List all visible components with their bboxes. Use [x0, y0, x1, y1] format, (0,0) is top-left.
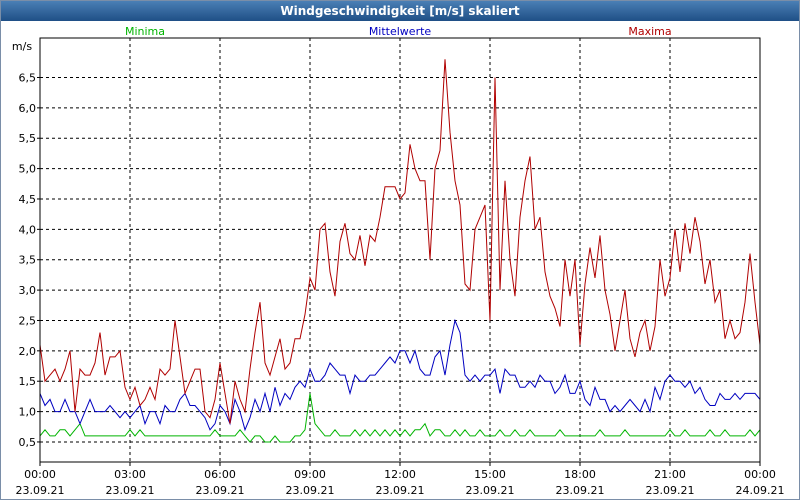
x-tick-label: 06:00 23.09.21 [196, 468, 245, 497]
title-bar [1, 1, 799, 21]
series-line [39, 393, 761, 443]
y-tick-label: 4,0 [19, 223, 37, 236]
y-tick-label: 1,5 [19, 375, 37, 388]
x-tick-label: 00:00 23.09.21 [16, 468, 65, 497]
y-tick-label: 6,5 [19, 71, 37, 84]
y-tick-label: 4,5 [19, 193, 37, 206]
y-tick-label: 5,0 [19, 163, 37, 176]
y-tick-label: 2,5 [19, 314, 37, 327]
y-axis-label: m/s [12, 40, 32, 53]
x-tick-label: 21:00 23.09.21 [646, 468, 695, 497]
plot-area [39, 38, 761, 462]
legend-entry: Minima [125, 25, 165, 38]
y-tick-label: 3,5 [19, 254, 37, 267]
x-tick-label: 00:00 24.09.21 [736, 468, 785, 497]
series-line [39, 318, 761, 432]
y-tick-label: 3,0 [19, 284, 37, 297]
x-tick-label: 15:00 23.09.21 [466, 468, 515, 497]
x-tick-label: 18:00 23.09.21 [556, 468, 605, 497]
legend-entry: Maxima [628, 25, 671, 38]
series-line [39, 59, 761, 424]
legend-entry: Mittelwerte [369, 25, 432, 38]
x-tick-label: 03:00 23.09.21 [106, 468, 155, 497]
chart-title: Windgeschwindigkeit [m/s] skaliert [280, 4, 520, 18]
y-tick-label: 5,5 [19, 132, 37, 145]
x-tick-label: 12:00 23.09.21 [376, 468, 425, 497]
x-tick-label: 09:00 23.09.21 [286, 468, 335, 497]
y-tick-label: 2,0 [19, 345, 37, 358]
y-tick-label: 6,0 [19, 102, 37, 115]
y-tick-label: 0,5 [19, 436, 37, 449]
y-tick-label: 1,0 [19, 406, 37, 419]
